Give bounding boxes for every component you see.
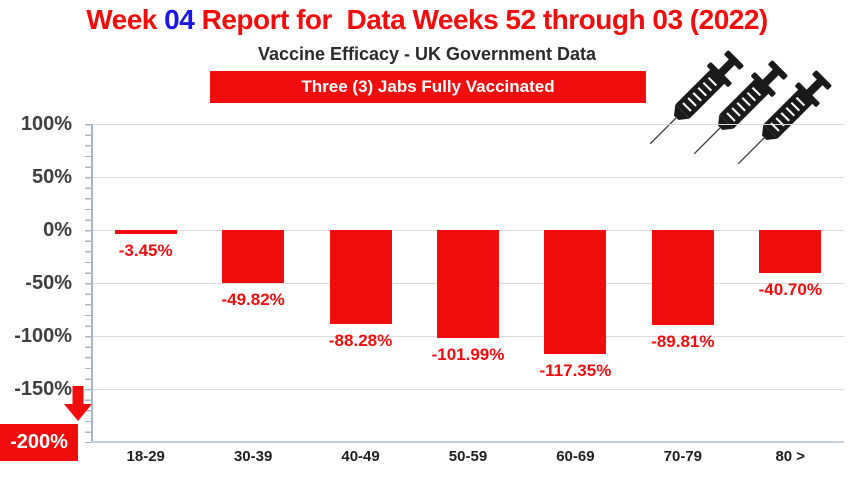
bar-value-label: -40.70%	[758, 280, 822, 300]
bar-value-label: -88.28%	[328, 330, 393, 350]
y-axis-tick-label: -150%	[14, 378, 72, 400]
title-suffix: Report for Data Weeks 52 through 03 (202…	[194, 4, 769, 35]
bar-value-label: -117.35%	[539, 361, 612, 381]
bar-chart-plot-area: -3.45% -49.82% -88.28% -101.99% -117.35% -89.…	[85, 123, 844, 443]
x-axis-category-label: 50-59	[448, 448, 488, 465]
banner: Three (3) Jabs Fully Vaccinated	[210, 71, 646, 103]
y-axis-minor-ticks	[85, 124, 91, 443]
bar-value-label: -3.45%	[118, 240, 173, 260]
y-axis-line	[91, 124, 93, 442]
x-axis-line	[91, 441, 844, 443]
bar	[222, 230, 285, 283]
bar	[651, 230, 714, 326]
y-axis-tick-label: 50%	[31, 166, 72, 188]
x-axis-category-label: 80 >	[775, 448, 806, 465]
bar	[437, 230, 499, 339]
bar-value-label: -101.99%	[431, 345, 505, 365]
x-axis-category-label: 60-69	[556, 448, 595, 465]
chart-subtitle: Vaccine Efficacy - UK Government Data	[257, 44, 597, 64]
bar	[114, 230, 177, 234]
gridline	[92, 123, 844, 125]
gridline	[92, 176, 844, 178]
bar-value-label: -89.81%	[651, 332, 715, 352]
bar	[544, 230, 607, 355]
gridline	[92, 388, 844, 390]
bar	[329, 230, 392, 324]
y-axis-tick-label: -100%	[14, 325, 72, 347]
down-arrow-icon	[64, 386, 92, 421]
x-axis-category-label: 40-49	[341, 448, 380, 465]
title-prefix: Week	[86, 4, 165, 35]
y-axis-tick-label: 0%	[43, 219, 72, 241]
y-axis: 100% 50% 0% -50% -100% -150% -200%	[0, 113, 86, 461]
bar-value-label: -49.82%	[221, 289, 285, 309]
y-axis-tick-label-highlighted: -200%	[0, 423, 78, 461]
x-axis-category-label: 18-29	[126, 448, 165, 465]
y-axis-tick-label: 100%	[20, 113, 72, 135]
title-week-number: 04	[164, 4, 195, 35]
bar	[759, 230, 822, 274]
page-title: Week 04 Report for Data Weeks 52 through…	[0, 4, 854, 36]
y-axis-tick-label: -50%	[25, 272, 72, 294]
banner-label: Three (3) Jabs Fully Vaccinated	[301, 77, 555, 96]
x-axis-category-label: 30-39	[233, 448, 273, 465]
x-axis-category-label: 70-79	[663, 448, 703, 465]
